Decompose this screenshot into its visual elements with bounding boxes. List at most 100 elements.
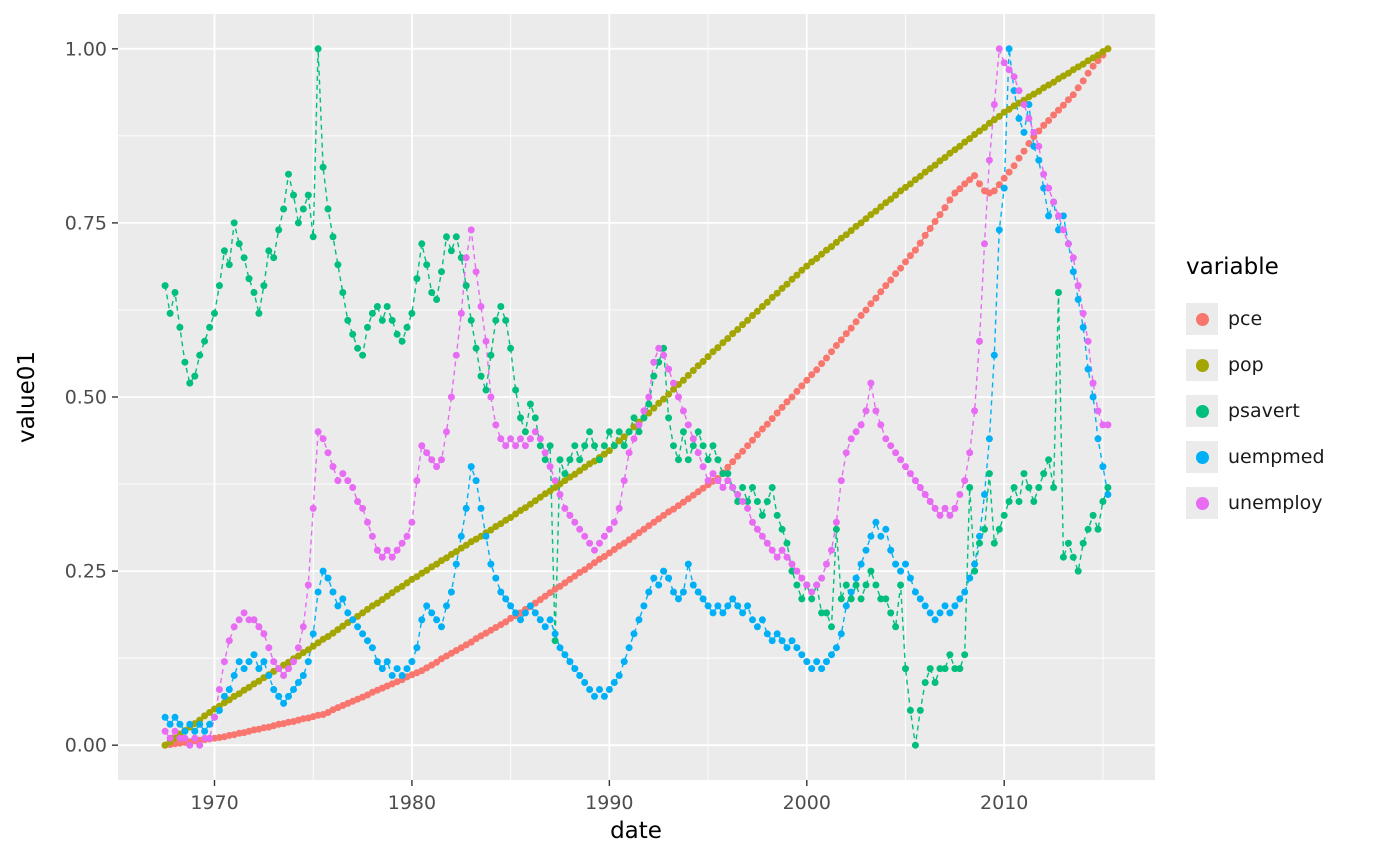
point-unemploy (931, 504, 939, 512)
point-psavert (1045, 456, 1053, 464)
point-pce (684, 495, 692, 503)
point-psavert (265, 247, 273, 255)
point-pop (665, 390, 673, 398)
series-line-psavert (164, 48, 1109, 746)
point-pop (981, 124, 988, 131)
point-unemploy (892, 449, 900, 457)
point-pop (576, 467, 584, 475)
point-uempmed (921, 602, 929, 610)
point-uempmed (359, 630, 367, 638)
point-pop (724, 335, 732, 342)
point-uempmed (477, 504, 485, 512)
point-unemploy (428, 456, 436, 464)
point-psavert (892, 623, 900, 631)
point-uempmed (309, 630, 317, 638)
point-psavert (354, 344, 362, 352)
point-pce (788, 393, 796, 401)
point-pce (650, 518, 658, 526)
point-pop (546, 487, 554, 495)
point-psavert (161, 282, 169, 290)
point-psavert (867, 567, 875, 575)
point-unemploy (230, 623, 238, 631)
point-pop (1005, 105, 1013, 113)
point-pop (225, 696, 233, 704)
point-pce (1079, 77, 1087, 85)
point-unemploy (615, 504, 623, 512)
point-uempmed (768, 637, 776, 645)
point-uempmed (872, 518, 880, 526)
point-unemploy (946, 511, 954, 519)
point-uempmed (946, 609, 954, 617)
point-psavert (744, 498, 752, 505)
point-psavert (1089, 511, 1097, 519)
point-uempmed (976, 532, 983, 540)
point-unemploy (911, 477, 919, 485)
point-pce (546, 589, 554, 597)
point-pop (985, 119, 993, 127)
point-psavert (467, 316, 475, 324)
point-psavert (724, 470, 732, 478)
point-psavert (650, 372, 658, 380)
point-unemploy (176, 734, 184, 742)
point-uempmed (897, 567, 905, 575)
legend-key (1186, 487, 1218, 519)
point-uempmed (403, 665, 411, 673)
point-unemploy (171, 727, 179, 735)
point-pop (832, 238, 840, 246)
point-psavert (275, 226, 283, 234)
point-psavert (956, 665, 964, 673)
point-uempmed (981, 491, 988, 498)
point-pop (916, 172, 924, 180)
point-uempmed (581, 679, 589, 686)
point-pop (531, 497, 539, 505)
point-unemploy (260, 630, 268, 638)
point-unemploy (650, 358, 658, 366)
point-psavert (546, 442, 554, 450)
point-unemploy (255, 623, 263, 631)
point-unemploy (521, 442, 529, 450)
point-unemploy (793, 567, 801, 575)
point-unemploy (887, 442, 895, 450)
point-psavert (507, 344, 515, 352)
point-uempmed (906, 574, 914, 582)
point-uempmed (823, 658, 830, 666)
point-unemploy (857, 421, 865, 429)
point-psavert (591, 442, 598, 450)
point-unemploy (447, 393, 455, 401)
point-unemploy (294, 644, 302, 652)
point-psavert (832, 525, 840, 533)
point-pop (971, 131, 979, 138)
point-pce (990, 187, 998, 195)
legend-item-pop: pop (1186, 342, 1325, 388)
point-uempmed (319, 567, 327, 575)
point-pce (620, 539, 628, 547)
point-uempmed (640, 602, 648, 610)
point-uempmed (610, 679, 618, 686)
point-pce (803, 376, 811, 384)
point-psavert (857, 595, 865, 603)
point-pce (1089, 62, 1097, 70)
point-psavert (610, 442, 618, 450)
point-pce (655, 515, 663, 523)
point-pop (966, 135, 974, 143)
point-pop (882, 199, 890, 207)
point-pop (793, 271, 801, 279)
point-psavert (1099, 498, 1107, 505)
point-pop (936, 157, 944, 165)
point-uempmed (201, 727, 209, 735)
point-uempmed (788, 637, 796, 645)
point-psavert (186, 379, 194, 387)
point-unemploy (512, 442, 520, 450)
point-pop (487, 526, 495, 534)
point-uempmed (857, 560, 865, 568)
point-uempmed (1045, 212, 1053, 220)
point-unemploy (739, 498, 747, 505)
point-pce (832, 342, 840, 349)
point-psavert (423, 261, 431, 269)
point-pop (373, 599, 381, 607)
point-unemploy (1030, 128, 1038, 136)
point-uempmed (230, 672, 238, 679)
point-psavert (1015, 498, 1023, 505)
point-pce (1084, 69, 1092, 77)
point-pop (294, 652, 302, 660)
